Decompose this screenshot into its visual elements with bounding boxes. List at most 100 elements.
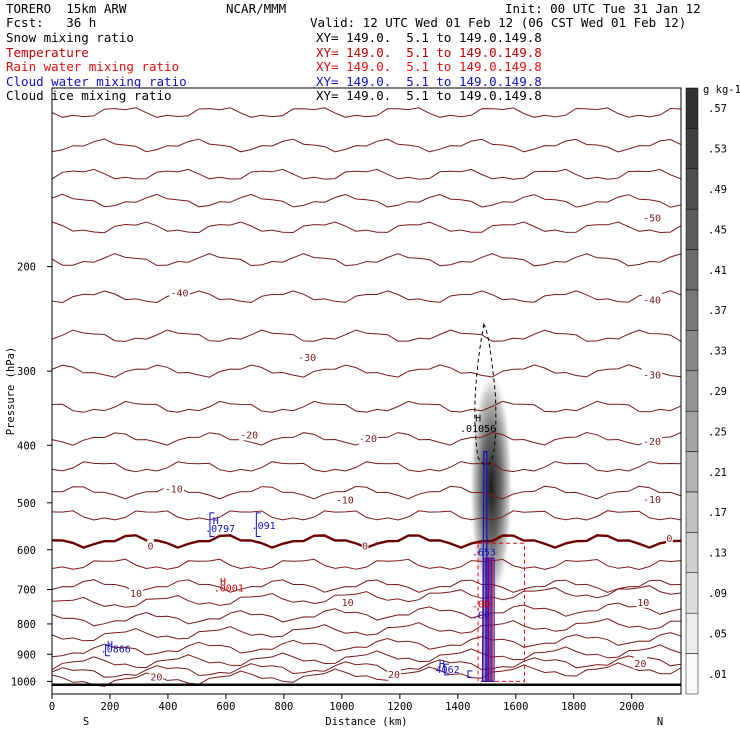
colorbar-label: .09 [708,588,727,600]
isotherm-label: -10 [165,485,183,496]
field-label: Cloud ice mixing ratio [6,88,172,103]
colorbar-swatch [685,451,699,493]
field-xy: XY= 149.0. 5.1 to 149.0.149.8 [316,59,542,74]
y-tick-label: 700 [17,585,36,597]
isotherm-label: -20 [359,434,377,445]
colorbar-label: .29 [708,386,727,398]
label-background [238,428,260,441]
colorbar-swatch [685,208,699,250]
isotherm--10 [52,461,681,473]
isotherm--50 [52,138,681,153]
isotherm-label: -10 [336,496,354,507]
field-label: Rain water mixing ratio [6,59,180,74]
colorbar-swatch [685,330,699,372]
field-annotation: .0001 [214,583,244,594]
isotherm-label: -20 [643,437,661,448]
isotherm-label: -40 [643,295,661,306]
label-background [340,596,355,609]
isotherm-label: -10 [643,495,661,506]
field-annotation: .653 [472,548,496,559]
cloud-water-contour [255,512,261,538]
label-background [169,286,190,299]
forecast-hour: Fcst: 36 h [6,15,97,30]
isotherm--50 [52,168,681,180]
isotherm--50 [52,221,681,234]
colorbar-swatch [685,168,699,210]
south-end-label: S [83,716,89,728]
field-label: Temperature [6,44,89,60]
colorbar-label: .13 [708,548,727,560]
field-annotation: .01056 [460,424,496,435]
isotherm--50 [52,193,681,208]
colorbar-swatch [685,612,699,654]
field-annotation: H [220,577,226,588]
cloud-water-contour [481,451,488,683]
field-annotation: .0866 [101,644,131,655]
colorbar-swatch [685,491,699,533]
label-background [129,586,143,599]
field-annotation: .091 [252,521,276,532]
x-tick-label: 400 [158,701,177,713]
field-label: Cloud water mixing ratio [6,73,187,89]
isotherm-label: 20 [150,673,162,684]
isotherm-label: 10 [130,589,142,600]
colorbar-swatch [685,653,699,695]
x-tick-label: 2000 [619,701,644,713]
isotherm--40 [52,290,681,304]
x-axis-label: Distance (km) [325,716,407,728]
colorbar-label: .25 [708,426,727,438]
isotherm-label: -40 [171,289,189,300]
colorbar-swatch [685,87,699,129]
colorbar-label: .57 [708,103,727,115]
colorbar-label: .53 [708,144,727,156]
isotherm-10 [52,602,681,627]
model-title: TORERO 15km ARW [6,1,127,16]
cloud-water-contour [209,512,215,538]
x-tick-label: 0 [49,701,55,713]
source-label: NCAR/MMM [226,1,287,16]
isotherm-20 [52,618,681,642]
isotherm-10 [52,558,681,571]
isotherm-20 [52,644,681,671]
colorbar-label: .45 [708,224,727,236]
label-background [636,595,651,608]
isotherm--50 [52,107,681,118]
isotherm-label: 0 [666,534,672,545]
colorbar-swatch [685,289,699,331]
field-annotation: .00 [472,610,490,621]
isotherm--10 [52,485,681,500]
x-tick-label: 800 [274,701,293,713]
y-tick-label: 300 [17,366,36,378]
field-annotation: 4062 [436,665,460,676]
isotherm-20 [52,632,681,658]
label-background [357,431,379,444]
x-tick-label: 600 [216,701,235,713]
field-xy: XY= 149.0. 5.1 to 149.0.149.8 [316,73,542,89]
isotherm--40 [52,253,681,267]
label-background [633,657,648,670]
label-background [641,435,663,448]
colorbar-label: .21 [708,467,727,479]
rain-water-contour [477,542,525,682]
field-label: Snow mixing ratio [6,30,134,45]
y-tick-label: 400 [17,440,36,452]
init-time: Init: 00 UTC Tue 31 Jan 12 [505,1,701,16]
colorbar-label: .17 [708,507,727,519]
label-background [163,482,184,495]
y-tick-label: 500 [17,498,36,510]
label-background [296,350,318,363]
field-annotation: H [107,640,113,651]
isotherm-label: -20 [240,430,258,441]
x-tick-label: 1600 [503,701,528,713]
updraft-contour [490,557,495,682]
isotherm-label: 20 [634,659,646,670]
field-annotation: H [475,414,481,425]
colorbar-label: .05 [708,628,727,640]
isotherm-label: 0 [362,541,368,552]
colorbar-unit: g kg-1 [703,84,740,96]
isotherm--30 [52,329,681,342]
x-tick-label: 1000 [329,701,354,713]
label-background [641,368,663,381]
isotherm-label: 0 [148,541,154,552]
label-background [641,493,663,506]
